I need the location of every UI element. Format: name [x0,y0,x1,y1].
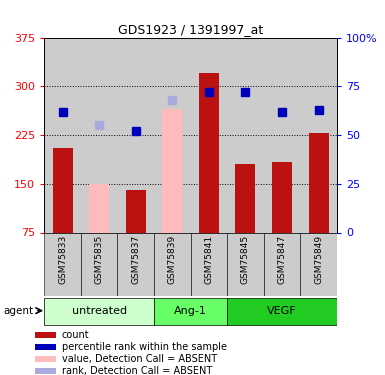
Bar [35,344,56,350]
Bar [227,298,337,325]
Text: GSM75845: GSM75845 [241,235,250,284]
Bar [81,232,117,296]
Bar [191,38,227,232]
Bar [44,38,81,232]
Bar [44,298,154,325]
Bar [272,162,292,232]
Bar [227,232,264,296]
Bar [264,232,300,296]
Bar [191,232,227,296]
Text: GSM75839: GSM75839 [168,235,177,284]
Bar [89,184,109,232]
Bar [300,232,337,296]
Text: GSM75837: GSM75837 [131,235,140,284]
Bar [300,38,337,232]
Bar [35,356,56,362]
Text: value, Detection Call = ABSENT: value, Detection Call = ABSENT [62,354,217,364]
Bar [52,148,73,232]
Bar [44,232,81,296]
Bar [154,38,191,232]
Text: GSM75841: GSM75841 [204,235,213,284]
Text: percentile rank within the sample: percentile rank within the sample [62,342,227,352]
Text: rank, Detection Call = ABSENT: rank, Detection Call = ABSENT [62,366,212,375]
Text: count: count [62,330,89,340]
Text: GSM75835: GSM75835 [95,235,104,284]
Bar [308,133,329,232]
Text: GSM75833: GSM75833 [58,235,67,284]
Text: GSM75849: GSM75849 [314,235,323,284]
Bar [35,368,56,374]
Bar [235,164,256,232]
Bar [81,38,117,232]
Bar [126,190,146,232]
Bar [227,38,264,232]
Bar [162,109,182,232]
Title: GDS1923 / 1391997_at: GDS1923 / 1391997_at [118,23,263,36]
Text: untreated: untreated [72,306,127,316]
Bar [264,38,300,232]
Text: agent: agent [4,306,34,316]
Bar [154,232,191,296]
Text: Ang-1: Ang-1 [174,306,207,316]
Text: GSM75847: GSM75847 [278,235,286,284]
Bar [154,298,227,325]
Bar [199,73,219,232]
Bar [117,232,154,296]
Bar [117,38,154,232]
Text: VEGF: VEGF [267,306,297,316]
Bar [35,332,56,338]
